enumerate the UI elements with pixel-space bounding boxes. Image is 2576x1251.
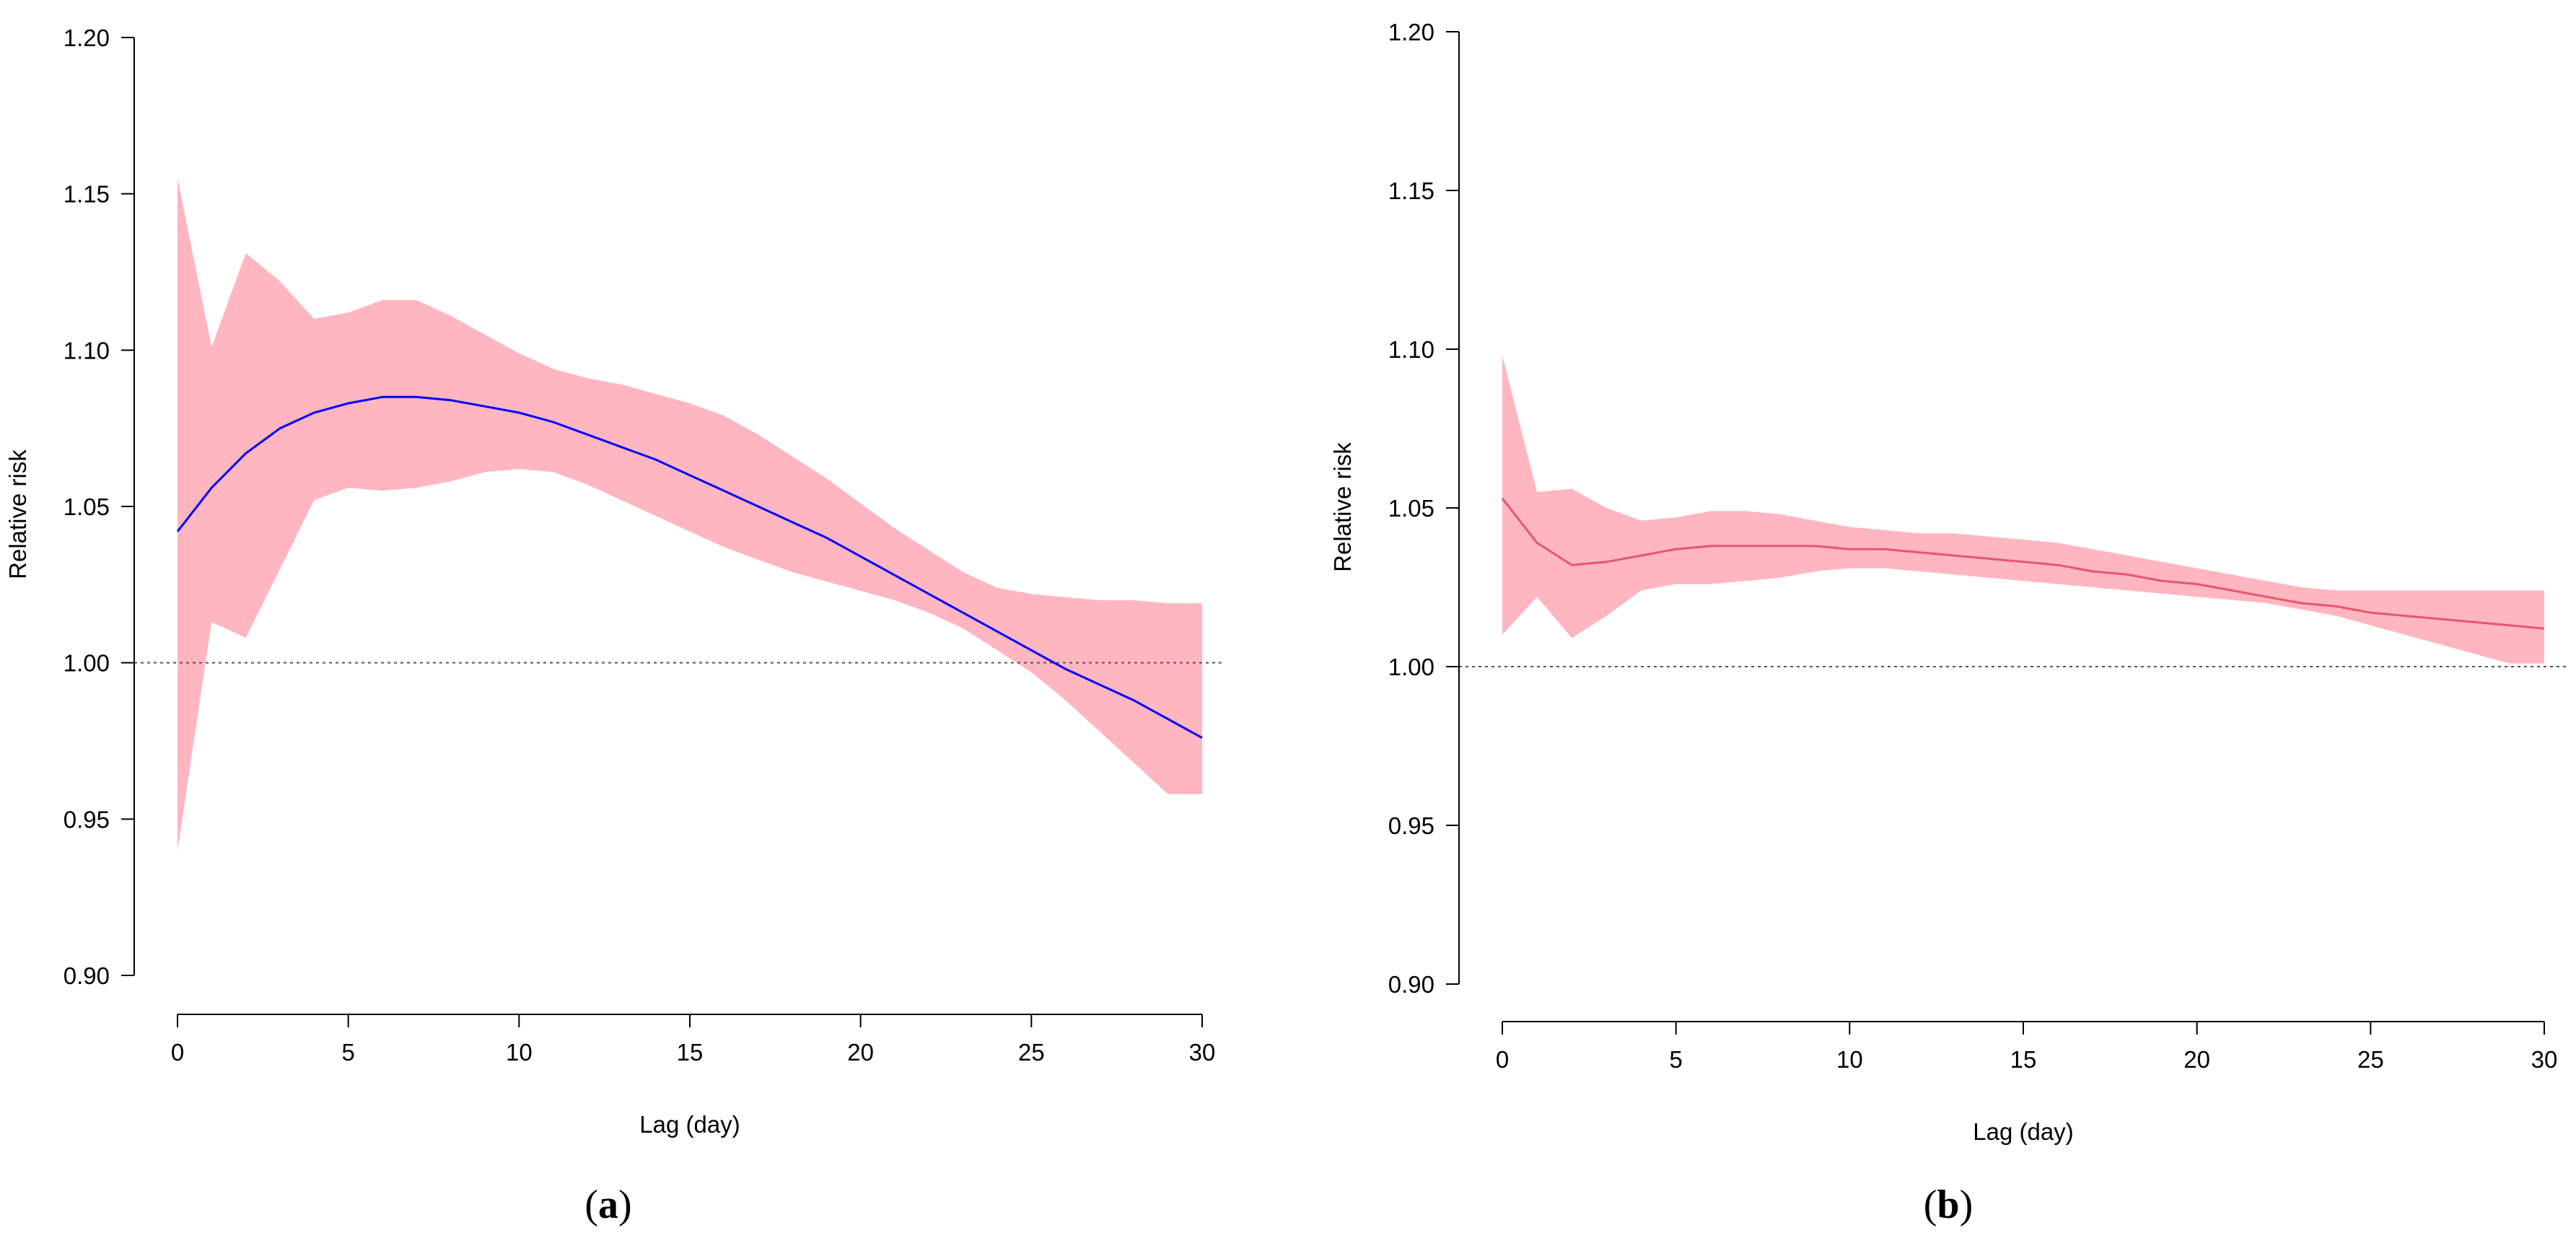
x-axis-label: Lag (day)	[1973, 1118, 2073, 1145]
x-tick-label: 5	[1669, 1046, 1682, 1073]
x-axis-label: Lag (day)	[639, 1111, 740, 1138]
panel-label: (a)	[584, 1182, 631, 1227]
x-tick-label: 0	[1496, 1046, 1509, 1073]
chart-panel-b: 0.90 0.95 1.00 1.05 1.10 1.15 1.20 0 5 10 15 20 25 30…	[1329, 19, 2567, 1227]
panel-label: (b)	[1924, 1182, 1973, 1227]
y-tick-label: 0.90	[63, 962, 110, 989]
confidence-band	[178, 178, 1202, 851]
x-tick-label: 15	[677, 1039, 704, 1066]
y-axis-label: Relative risk	[1329, 442, 1356, 572]
x-tick-label: 25	[2357, 1046, 2384, 1073]
y-tick-label: 1.00	[63, 650, 110, 677]
x-tick-label: 10	[506, 1039, 533, 1066]
y-tick-label: 0.95	[1388, 812, 1434, 839]
rr-line	[1501, 497, 2545, 630]
y-tick-label: 1.00	[1388, 654, 1434, 680]
x-tick-label: 20	[847, 1039, 874, 1066]
x-tick-label: 0	[171, 1039, 184, 1066]
x-tick-label: 30	[1189, 1039, 1216, 1066]
y-tick-label: 0.90	[1388, 971, 1434, 998]
y-tick-label: 0.95	[63, 806, 110, 833]
chart-panel-a: 0.90 0.95 1.00 1.05 1.10 1.15 1.20 0 5 10 15 20 25 30…	[4, 25, 1222, 1227]
rr-line	[176, 395, 1203, 739]
y-tick-label: 1.20	[1388, 19, 1434, 45]
x-tick-label: 25	[1018, 1039, 1045, 1066]
y-tick-label: 1.15	[63, 181, 110, 208]
y-axis-label: Relative risk	[4, 449, 31, 579]
y-tick-label: 1.05	[63, 493, 110, 520]
confidence-band	[1502, 355, 2544, 664]
x-tick-label: 20	[2183, 1046, 2210, 1073]
x-tick-label: 10	[1836, 1046, 1863, 1073]
y-tick-label: 1.05	[1388, 495, 1434, 522]
y-tick-label: 1.20	[63, 25, 110, 51]
x-tick-label: 30	[2531, 1046, 2558, 1073]
y-tick-label: 1.10	[63, 337, 110, 364]
x-tick-label: 15	[2010, 1046, 2037, 1073]
y-tick-label: 1.10	[1388, 336, 1434, 363]
x-tick-label: 5	[341, 1039, 354, 1066]
y-tick-label: 1.15	[1388, 177, 1434, 204]
